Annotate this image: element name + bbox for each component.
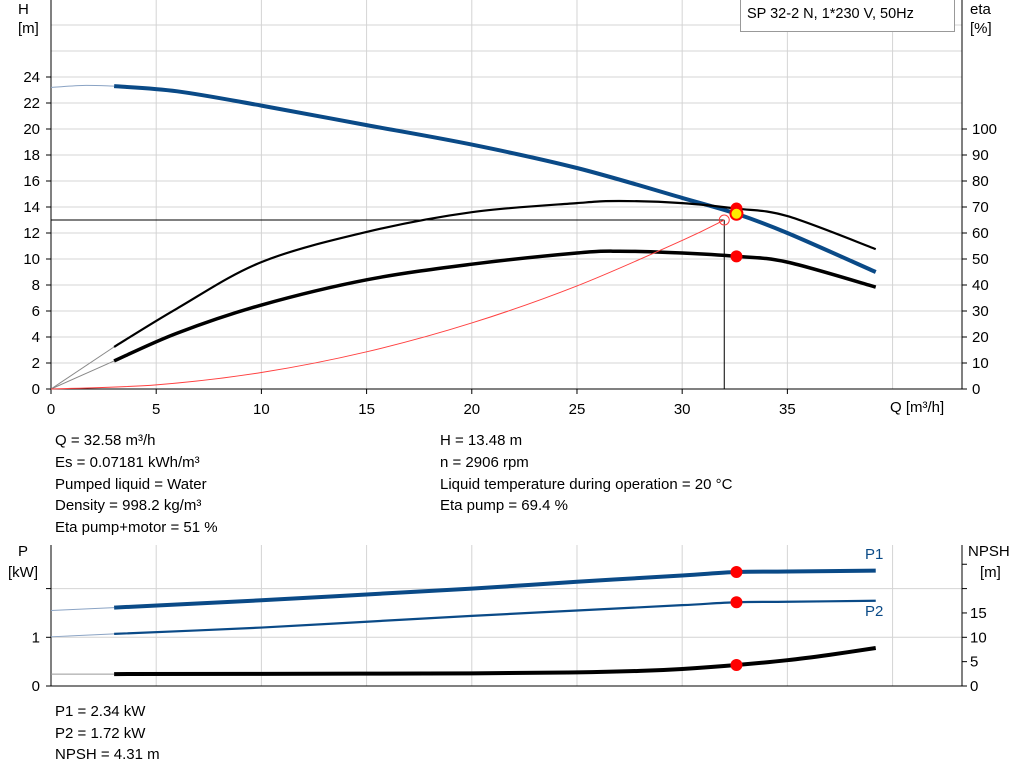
p2-duty-marker	[730, 596, 743, 609]
h-tick-label: 8	[32, 277, 40, 294]
eta-tick-label: 80	[972, 173, 989, 190]
info-p2: P2 = 1.72 kW	[55, 725, 146, 742]
p2-lead-in	[50, 633, 115, 638]
h-tick-label: 22	[23, 95, 40, 112]
eta-tick-label: 20	[972, 329, 989, 346]
p-axis-unit: [kW]	[8, 564, 38, 581]
npsh-tick-label: 10	[970, 629, 987, 646]
head-duty-marker	[729, 206, 744, 221]
info-density: Density = 998.2 kg/m³	[55, 497, 202, 514]
info-q: Q = 32.58 m³/h	[55, 432, 156, 449]
q-tick-label: 15	[358, 401, 375, 418]
eta-tick-label: 60	[972, 225, 989, 242]
eta-pump-lead-in	[50, 346, 115, 390]
p2-curve	[114, 599, 876, 635]
info-temperature: Liquid temperature during operation = 20…	[440, 476, 733, 493]
eta-tick-label: 70	[972, 199, 989, 216]
npsh-tick-label: 0	[970, 678, 978, 695]
h-axis-unit: [m]	[18, 20, 39, 37]
eta-tick-label: 0	[972, 381, 980, 398]
info-n: n = 2906 rpm	[440, 454, 529, 471]
h-tick-label: 14	[23, 199, 40, 216]
chart-title: SP 32-2 N, 1*230 V, 50Hz	[747, 6, 914, 22]
info-es: Es = 0.07181 kWh/m³	[55, 454, 200, 471]
eta-pump-motor-curve	[113, 249, 877, 363]
q-tick-label: 25	[569, 401, 586, 418]
npsh-axis-unit: [m]	[980, 564, 1001, 581]
h-tick-label: 4	[32, 329, 40, 346]
h-tick-label: 20	[23, 121, 40, 138]
npsh-duty-marker	[730, 659, 743, 672]
h-axis-label: H	[18, 1, 29, 18]
p-tick-label: 0	[32, 678, 40, 695]
info-npsh: NPSH = 4.31 m	[55, 746, 160, 763]
info-p1: P1 = 2.34 kW	[55, 703, 146, 720]
h-tick-label: 24	[23, 69, 40, 86]
info-eta-pump-motor: Eta pump+motor = 51 %	[55, 519, 218, 536]
q-tick-label: 10	[253, 401, 270, 418]
q-tick-label: 30	[674, 401, 691, 418]
h-tick-label: 0	[32, 381, 40, 398]
p1-duty-marker	[730, 566, 743, 579]
eta-pump-curve	[113, 199, 877, 348]
npsh-tick-label: 15	[970, 605, 987, 622]
h-tick-label: 12	[23, 225, 40, 242]
p1-curve	[114, 568, 876, 610]
requested-point-marker	[718, 214, 730, 226]
system-curve-curve	[50, 219, 725, 390]
eta-pump-motor-duty-marker	[730, 250, 743, 263]
info-h: H = 13.48 m	[440, 432, 523, 449]
q-tick-label: 0	[47, 401, 55, 418]
p1-series-label: P1	[865, 546, 884, 563]
chart-title-box: SP 32-2 N, 1*230 V, 50Hz	[740, 0, 955, 32]
q-tick-label: 35	[779, 401, 796, 418]
h-tick-label: 10	[23, 251, 40, 268]
h-tick-label: 16	[23, 173, 40, 190]
eta-tick-label: 50	[972, 251, 989, 268]
q-tick-label: 5	[152, 401, 160, 418]
h-tick-label: 18	[23, 147, 40, 164]
eta-axis-unit: [%]	[970, 20, 992, 37]
info-liquid: Pumped liquid = Water	[55, 476, 207, 493]
p-axis-label: P	[18, 543, 29, 560]
p2-series-label: P2	[865, 603, 884, 620]
eta-axis-label: eta	[970, 1, 991, 18]
q-tick-label: 20	[463, 401, 480, 418]
npsh-curve	[114, 646, 877, 677]
npsh-axis-label: NPSH	[968, 543, 1010, 560]
p1-lead-in	[50, 607, 115, 612]
eta-tick-label: 100	[972, 121, 997, 138]
p-tick-label: 1	[32, 629, 40, 646]
eta-pump-motor-lead-in	[50, 360, 115, 390]
eta-tick-label: 10	[972, 355, 989, 372]
h-tick-label: 6	[32, 303, 40, 320]
info-eta-pump: Eta pump = 69.4 %	[440, 497, 568, 514]
H-lead-in	[50, 84, 115, 88]
H-curve	[113, 84, 877, 274]
q-axis-label: Q [m³/h]	[890, 399, 945, 416]
eta-tick-label: 30	[972, 303, 989, 320]
eta-tick-label: 90	[972, 147, 989, 164]
eta-tick-label: 40	[972, 277, 989, 294]
h-tick-label: 2	[32, 355, 40, 372]
npsh-tick-label: 5	[970, 654, 978, 671]
